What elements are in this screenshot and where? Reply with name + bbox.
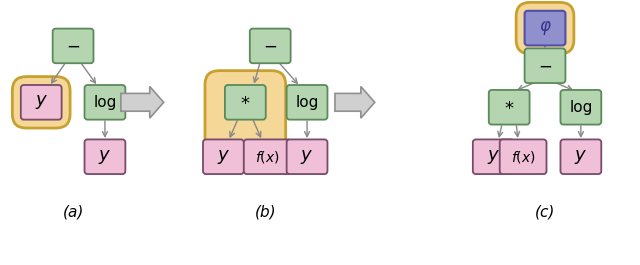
Text: $-$: $-$ <box>263 37 277 55</box>
Text: (b): (b) <box>255 205 276 220</box>
Text: $\mathit{y}$: $\mathit{y}$ <box>486 148 500 166</box>
FancyBboxPatch shape <box>287 85 328 120</box>
Text: log: log <box>569 100 593 115</box>
FancyBboxPatch shape <box>205 71 285 164</box>
Text: $-$: $-$ <box>538 57 552 75</box>
Text: $-$: $-$ <box>66 37 80 55</box>
Text: (a): (a) <box>62 205 84 220</box>
FancyBboxPatch shape <box>500 139 547 174</box>
FancyBboxPatch shape <box>12 77 70 128</box>
FancyBboxPatch shape <box>52 29 93 63</box>
Text: $\mathit{y}$: $\mathit{y}$ <box>99 148 111 166</box>
Text: $\mathit{y}$: $\mathit{y}$ <box>300 148 314 166</box>
Text: $\mathit{y}$: $\mathit{y}$ <box>217 148 230 166</box>
FancyBboxPatch shape <box>561 139 601 174</box>
FancyBboxPatch shape <box>84 139 125 174</box>
Text: $\mathit{y}$: $\mathit{y}$ <box>574 148 588 166</box>
Text: $*$: $*$ <box>504 98 515 116</box>
FancyBboxPatch shape <box>525 11 565 45</box>
FancyBboxPatch shape <box>489 90 529 125</box>
FancyBboxPatch shape <box>244 139 291 174</box>
FancyBboxPatch shape <box>21 85 61 120</box>
Text: $\varphi$: $\varphi$ <box>539 19 552 37</box>
Text: log: log <box>93 95 116 110</box>
Text: $\mathit{y}$: $\mathit{y}$ <box>35 93 48 111</box>
Polygon shape <box>121 86 164 118</box>
FancyBboxPatch shape <box>84 85 125 120</box>
Polygon shape <box>335 86 375 118</box>
FancyBboxPatch shape <box>561 90 601 125</box>
Text: (c): (c) <box>535 205 556 220</box>
FancyBboxPatch shape <box>203 139 244 174</box>
Text: $\mathit{f(x)}$: $\mathit{f(x)}$ <box>255 149 280 165</box>
Text: log: log <box>296 95 319 110</box>
FancyBboxPatch shape <box>516 2 574 54</box>
FancyBboxPatch shape <box>287 139 328 174</box>
FancyBboxPatch shape <box>473 139 514 174</box>
FancyBboxPatch shape <box>225 85 266 120</box>
Text: $\mathit{f(x)}$: $\mathit{f(x)}$ <box>511 149 536 165</box>
FancyBboxPatch shape <box>525 48 565 83</box>
FancyBboxPatch shape <box>250 29 291 63</box>
Text: $*$: $*$ <box>240 93 250 111</box>
